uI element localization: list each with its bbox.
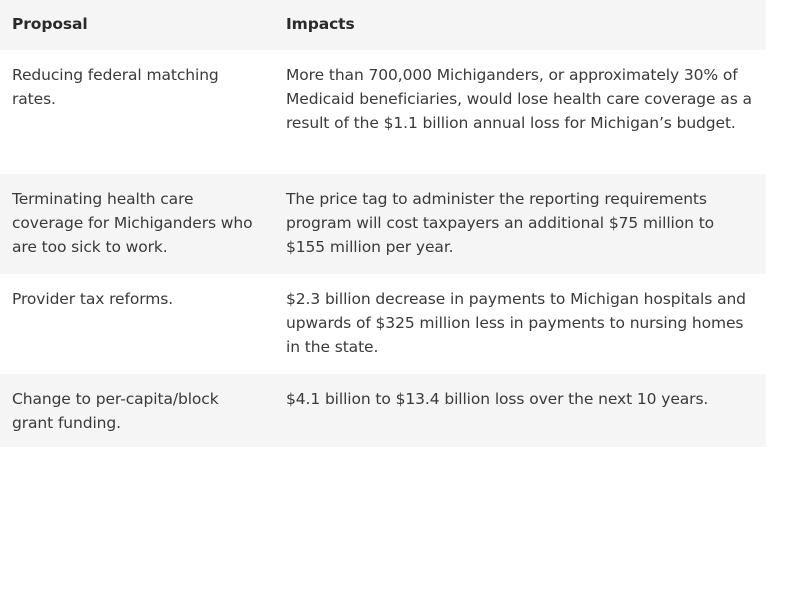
impacts-cell: $2.3 billion decrease in payments to Mic… <box>286 290 746 356</box>
table-row: Terminating health care coverage for Mic… <box>0 174 766 274</box>
impacts-cell: $4.1 billion to $13.4 billion loss over … <box>286 390 709 408</box>
proposal-cell: Provider tax reforms. <box>12 290 174 308</box>
table-header-row: Proposal Impacts <box>0 0 766 50</box>
proposal-cell: Reducing federal matching rates. <box>12 66 219 108</box>
proposal-column-header: Proposal <box>12 15 88 33</box>
table-row: Provider tax reforms. $2.3 billion decre… <box>0 274 766 374</box>
medicaid-proposals-table: Proposal Impacts Reducing federal matchi… <box>0 0 766 447</box>
table-row: Change to per-capita/block grant funding… <box>0 374 766 447</box>
proposal-cell: Terminating health care coverage for Mic… <box>12 190 253 256</box>
proposal-cell: Change to per-capita/block grant funding… <box>12 390 219 432</box>
impacts-cell: More than 700,000 Michiganders, or appro… <box>286 66 752 132</box>
impacts-column-header: Impacts <box>286 15 355 33</box>
table-row: Reducing federal matching rates. More th… <box>0 50 766 174</box>
impacts-cell: The price tag to administer the reportin… <box>286 190 715 256</box>
